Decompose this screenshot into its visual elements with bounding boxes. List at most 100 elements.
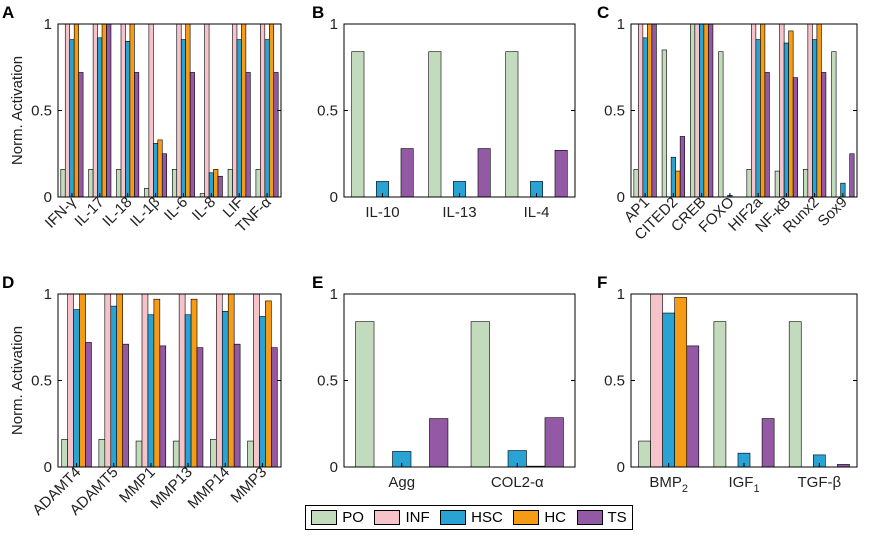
bar-hsc: [259, 316, 266, 468]
bar-po: [98, 439, 106, 468]
bar-po: [210, 439, 217, 468]
bar-po: [803, 169, 809, 198]
legend-label-hsc: HSC: [471, 509, 503, 526]
bar-po: [227, 169, 233, 198]
bar-ts: [708, 23, 714, 198]
bar-po: [428, 51, 442, 198]
bar-hc: [129, 23, 135, 198]
bar-po: [135, 440, 143, 468]
y-tick-label: 0: [330, 459, 338, 476]
bar-hc: [265, 300, 272, 468]
bar-ts: [477, 148, 491, 198]
panel-letter: A: [2, 3, 14, 22]
panel-letter: B: [312, 3, 324, 22]
bar-ts: [686, 345, 700, 468]
bar-ts: [161, 153, 168, 198]
legend-item-hsc: HSC: [440, 509, 503, 526]
y-tick-label: 0: [330, 189, 338, 206]
bar-hsc: [69, 39, 75, 198]
bar-po: [247, 440, 254, 468]
bar-ts: [651, 23, 657, 198]
x-tick-label: BMP2: [649, 474, 688, 495]
bar-inf: [141, 293, 149, 468]
legend-label-hc: HC: [544, 509, 566, 526]
bar-hc: [227, 293, 235, 468]
bar-inf: [120, 23, 126, 198]
bar-inf: [232, 23, 238, 198]
bar-po: [661, 49, 667, 198]
bar-po: [60, 169, 66, 198]
bar-po: [746, 169, 752, 198]
bar-hsc: [221, 310, 229, 468]
bar-ts: [400, 148, 414, 198]
y-tick-label: 1: [44, 16, 52, 33]
x-tick-label: MMP3: [228, 464, 271, 507]
bar-inf: [178, 293, 186, 468]
bar-hsc: [264, 39, 270, 198]
y-axis-label: Norm. Activation: [9, 56, 26, 165]
bar-hsc: [699, 23, 705, 198]
panel-e: E 0 0.5 1 Agg COL2-α: [312, 273, 576, 491]
bar-po: [255, 169, 261, 198]
legend-item-hc: HC: [513, 509, 566, 526]
bar-ts: [245, 72, 251, 198]
x-tick-label: IGF1: [728, 474, 759, 495]
bar-inf: [694, 23, 700, 198]
bar-hc: [647, 23, 653, 198]
bar-ts: [122, 343, 129, 468]
bar-inf: [650, 293, 663, 468]
bar-ts: [159, 345, 167, 468]
y-tick-label: 0.5: [317, 103, 338, 120]
x-tick-label: IL-17: [71, 194, 107, 230]
y-axis-label: Norm. Activation: [9, 326, 26, 435]
bar-inf: [148, 23, 154, 198]
axes-box: [343, 23, 576, 198]
y-tick-label: 1: [44, 286, 52, 303]
bar-hsc: [110, 305, 118, 468]
bar-inf: [253, 293, 260, 468]
bar-po: [88, 169, 94, 198]
legend-label-po: PO: [342, 509, 364, 526]
bar-hc: [675, 170, 681, 198]
bar-hsc: [755, 39, 761, 198]
y-tick-label: 0: [44, 459, 52, 476]
bar-hsc: [662, 312, 675, 468]
bar-inf: [67, 293, 74, 468]
x-tick-label: IL-13: [442, 204, 476, 221]
y-tick-label: 0.5: [604, 103, 625, 120]
bar-hc: [703, 23, 709, 198]
bar-inf: [638, 23, 644, 198]
y-tick-label: 0.5: [31, 373, 52, 390]
bar-po: [713, 321, 727, 468]
bar-po: [171, 169, 178, 198]
legend-swatch-hsc: [440, 510, 467, 525]
bar-inf: [204, 23, 210, 198]
bar-po: [633, 169, 639, 198]
legend-swatch-hc: [513, 510, 540, 525]
x-tick-label: IL-6: [161, 194, 191, 224]
bar-hsc: [236, 39, 242, 198]
bar-inf: [216, 293, 223, 468]
bar-inf: [751, 23, 757, 198]
legend-swatch-po: [311, 510, 338, 525]
bar-inf: [176, 23, 182, 198]
bar-po: [351, 51, 365, 198]
bar-hsc: [783, 42, 789, 198]
bar-ts: [273, 72, 279, 198]
bar-hsc: [73, 309, 80, 468]
panel-f: F 0 0.5 1 BMP2 IGF1 TGF-β: [597, 273, 858, 495]
y-tick-label: 1: [330, 286, 338, 303]
y-tick-label: 0.5: [604, 373, 625, 390]
bar-ts: [196, 347, 204, 468]
bar-inf: [779, 23, 785, 198]
bar-po: [172, 440, 180, 468]
bar-inf: [64, 23, 71, 198]
bar-ts: [78, 72, 84, 198]
bar-inf: [807, 23, 813, 198]
bar-inf: [92, 23, 98, 198]
x-tick-label: IL-18: [99, 194, 135, 230]
bar-ts: [544, 417, 564, 468]
bar-ts: [85, 342, 92, 468]
